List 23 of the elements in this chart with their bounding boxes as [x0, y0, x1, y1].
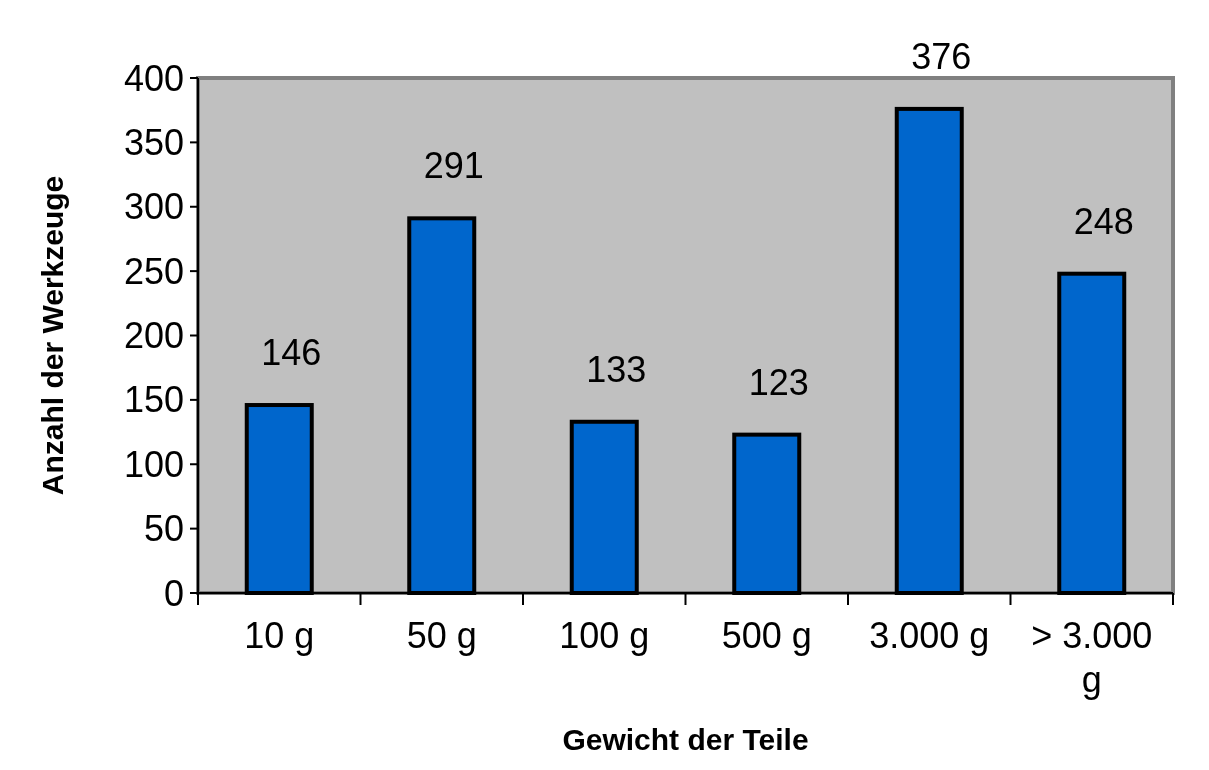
y-tick-label: 350 [123, 121, 184, 163]
data-label: 291 [423, 145, 484, 187]
x-tick-label: 3.000 g [869, 615, 990, 656]
y-tick-label: 100 [123, 443, 184, 485]
x-tick-label: > 3.000 g [1031, 615, 1153, 700]
x-tick-label: 50 g [406, 615, 477, 656]
x-tick-label: 100 g [559, 615, 650, 656]
y-tick-label: 250 [123, 250, 184, 292]
data-label: 146 [261, 332, 322, 374]
y-tick-label: 50 [143, 508, 184, 550]
y-axis-title: Anzahl der Werkzeuge [36, 175, 69, 496]
y-tick-label: 300 [123, 186, 184, 228]
y-tick-label: 150 [123, 379, 184, 421]
data-label: 376 [911, 35, 972, 77]
x-tick-label: 10 g [244, 615, 315, 656]
y-tick-label: 0 [163, 572, 184, 614]
x-tick-label: 500 g [721, 615, 812, 656]
y-tick-label: 200 [123, 315, 184, 357]
data-label: 123 [748, 361, 809, 403]
data-label: 248 [1073, 200, 1134, 242]
x-axis-title: Gewicht der Teile [562, 723, 809, 756]
data-label: 133 [586, 348, 647, 390]
y-tick-label: 400 [123, 57, 184, 99]
